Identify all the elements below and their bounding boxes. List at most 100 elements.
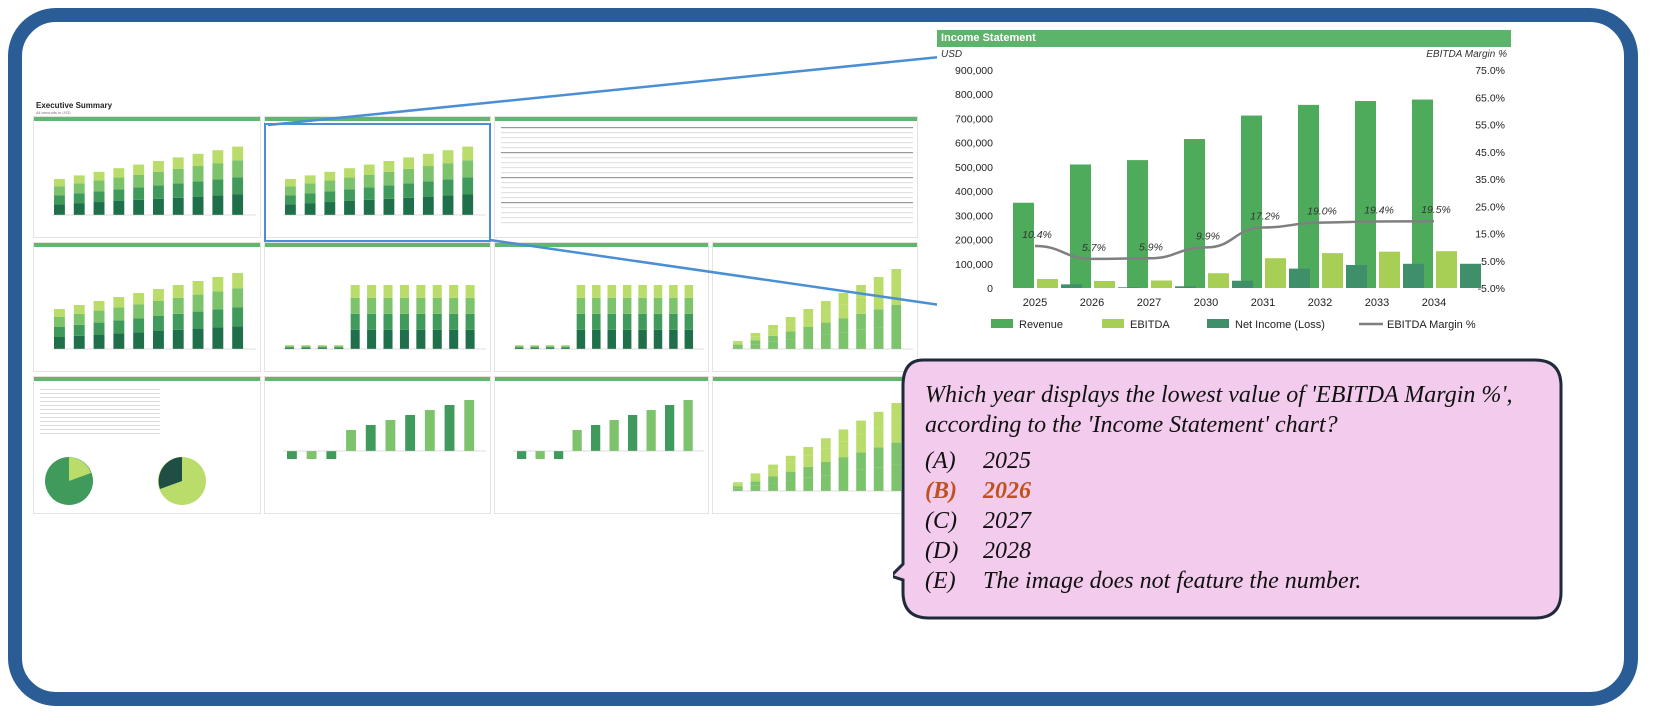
mini-bar xyxy=(383,313,393,330)
mini-bar xyxy=(821,475,831,491)
mini-bar xyxy=(422,181,434,197)
x-tick-label: 2025 xyxy=(1023,297,1047,309)
mini-bar xyxy=(515,345,524,346)
mini-bar xyxy=(54,327,65,337)
mini-bar xyxy=(653,329,663,349)
mini-bar xyxy=(133,293,145,305)
legend-label: EBITDA xyxy=(1130,319,1170,331)
mini-bar xyxy=(873,277,884,292)
mini-bar xyxy=(172,313,184,330)
mini-bar xyxy=(192,294,204,312)
mini-chart xyxy=(513,400,704,459)
mini-table-row xyxy=(501,192,913,194)
y-tick-label: 200,000 xyxy=(955,235,993,247)
mini-bar xyxy=(821,322,831,335)
dashboard-panel xyxy=(494,116,918,238)
option-letter: (B) xyxy=(925,478,957,504)
mini-bar xyxy=(212,179,224,196)
y-right-tick-label: 15.0% xyxy=(1475,229,1505,241)
net-income-loss--bar xyxy=(1403,263,1424,288)
mini-bar xyxy=(750,340,761,345)
answer-option-c[interactable]: (C) 2027 xyxy=(925,508,1031,535)
mini-chart xyxy=(731,269,913,350)
mini-bar xyxy=(383,285,393,298)
mini-chart xyxy=(501,127,913,224)
mini-bar xyxy=(785,455,796,463)
mini-table-row xyxy=(501,137,913,139)
mini-table-row xyxy=(501,147,913,149)
mini-bar xyxy=(334,345,344,347)
mini-table-row xyxy=(40,425,160,426)
mini-bar xyxy=(592,313,601,330)
answer-option-a[interactable]: (A) 2025 xyxy=(925,448,1031,475)
margin-data-label: 9.9% xyxy=(1196,230,1220,242)
y-right-tick-label: -5.0% xyxy=(1478,283,1505,295)
mini-bar xyxy=(422,166,434,182)
mini-table-row xyxy=(40,393,160,394)
answer-option-b[interactable]: (B) 2026 xyxy=(925,478,1031,505)
panel-header xyxy=(34,243,260,247)
mini-bar xyxy=(192,166,204,182)
mini-table-row xyxy=(40,421,160,422)
mini-bar xyxy=(856,285,866,298)
y-tick-label: 500,000 xyxy=(955,162,993,174)
mini-bar xyxy=(821,448,831,462)
mini-bar xyxy=(803,309,814,317)
option-text: 2026 xyxy=(983,478,1031,504)
mini-bar xyxy=(383,329,393,349)
mini-bar xyxy=(304,175,316,184)
ebitda-bar xyxy=(1436,251,1457,288)
mini-bar xyxy=(442,163,454,180)
revenue-bar xyxy=(1355,101,1376,288)
mini-bar xyxy=(545,346,555,348)
mini-bar xyxy=(73,324,85,336)
income-statement-zoom: Income Statement USD EBITDA Margin % 900,0… xyxy=(937,24,1511,346)
mini-bar xyxy=(750,481,761,486)
mini-bar xyxy=(561,347,570,349)
mini-bar xyxy=(838,429,849,442)
y-tick-label: 400,000 xyxy=(955,186,993,198)
mini-bar xyxy=(803,327,814,337)
mini-bar xyxy=(535,451,545,459)
mini-bar xyxy=(383,185,395,199)
mini-bar xyxy=(653,297,663,314)
mini-bar xyxy=(399,297,409,314)
mini-bar xyxy=(785,331,796,340)
net-income-loss--bar xyxy=(1232,280,1253,288)
mini-table-row xyxy=(501,212,913,214)
mini-bar xyxy=(733,342,743,345)
mini-bar xyxy=(684,329,694,349)
mini-chart xyxy=(513,285,704,350)
mini-bar xyxy=(133,164,145,175)
mini-bar xyxy=(821,310,831,323)
answer-option-d[interactable]: (D) 2028 xyxy=(925,538,1031,565)
mini-bar xyxy=(856,434,866,453)
mini-bar xyxy=(638,285,647,298)
ebitda-bar xyxy=(1322,253,1343,288)
revenue-bar xyxy=(1013,202,1034,288)
mini-bar xyxy=(785,471,796,481)
mini-pie-slice xyxy=(69,457,91,481)
mini-bar xyxy=(54,309,65,317)
mini-bar xyxy=(285,345,295,346)
mini-bar xyxy=(383,297,393,314)
mini-bar xyxy=(785,317,796,324)
mini-bar xyxy=(73,335,85,349)
ebitda-bar xyxy=(1151,280,1172,288)
mini-bar xyxy=(462,146,474,161)
mini-bar xyxy=(350,313,360,330)
mini-bar xyxy=(838,332,849,349)
mini-bar xyxy=(153,161,164,172)
mini-bar xyxy=(399,285,409,298)
mini-bar xyxy=(856,329,866,349)
mini-bar xyxy=(54,195,65,205)
mini-bar xyxy=(133,304,145,319)
mini-bar xyxy=(73,175,85,184)
mini-bar xyxy=(442,195,454,215)
mini-bar xyxy=(93,171,105,181)
answer-option-e[interactable]: (E) The image does not feature the number… xyxy=(925,568,1361,595)
dashboard-panel xyxy=(33,116,261,238)
mini-bar xyxy=(891,403,902,421)
mini-bar xyxy=(432,297,442,314)
mini-bar xyxy=(628,415,638,451)
